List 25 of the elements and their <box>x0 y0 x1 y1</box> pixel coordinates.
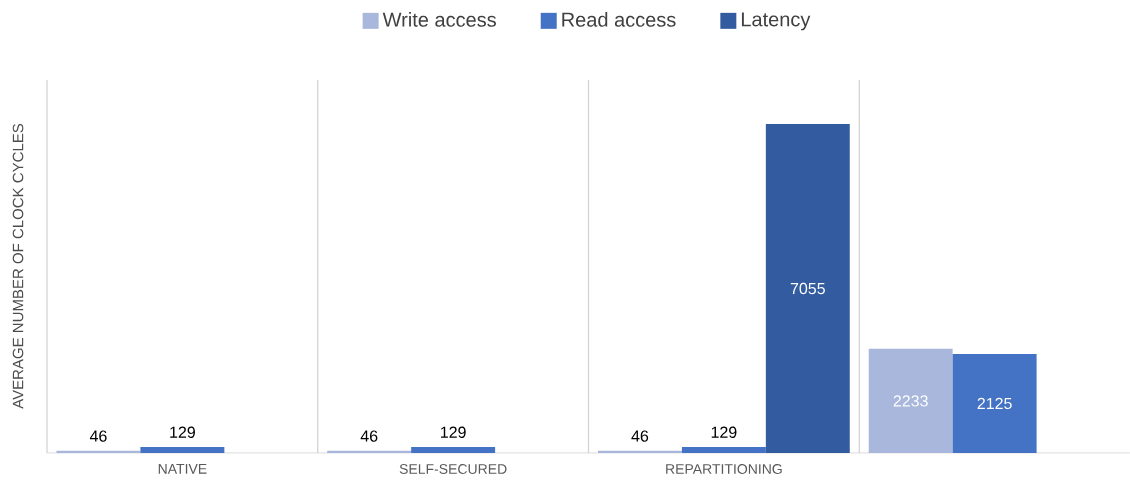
legend-label: Latency <box>741 12 811 31</box>
bar <box>597 450 682 453</box>
bar <box>56 450 141 453</box>
data-label: 46 <box>89 430 107 442</box>
legend-label: Read access <box>562 12 676 27</box>
bar <box>411 446 496 453</box>
bar <box>140 446 225 453</box>
data-label: 7055 <box>790 282 825 295</box>
data-label: 2233 <box>893 395 928 407</box>
bar <box>868 348 953 453</box>
y-axis-title: AVERAGE NUMBER OF CLOCK CYCLES <box>12 123 24 409</box>
data-label: 46 <box>631 430 649 442</box>
bar <box>327 450 412 453</box>
data-label: 46 <box>360 430 378 442</box>
x-tick-label: REPARTITIONING <box>666 464 782 474</box>
data-label: 129 <box>711 426 737 438</box>
x-tick-label: SELF-SECURED <box>399 464 507 474</box>
legend-label: Write access <box>382 12 496 27</box>
data-label: 129 <box>441 426 466 438</box>
data-label: 2125 <box>977 397 1012 410</box>
data-label: 129 <box>170 426 195 438</box>
bar <box>952 353 1037 453</box>
bar <box>681 446 766 453</box>
bar <box>765 124 850 453</box>
x-tick-label: NATIVE <box>158 464 207 474</box>
